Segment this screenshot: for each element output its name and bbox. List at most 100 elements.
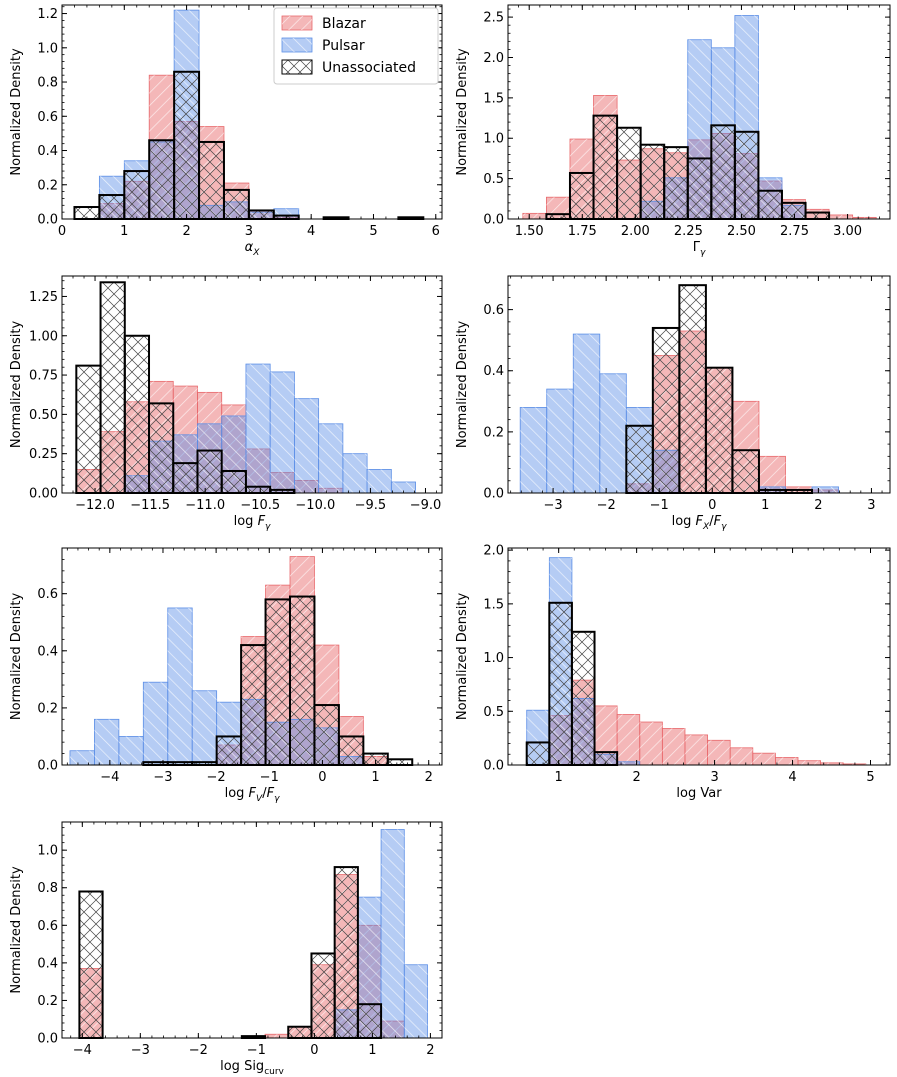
pulsar-bar-4-hatch (599, 373, 627, 493)
plot-frame (61, 547, 443, 766)
blazar-bar-9-hatch (707, 740, 731, 765)
pulsar-bar-15-hatch (404, 964, 428, 1038)
unassociated-bar-10 (733, 130, 760, 221)
unassociated-bar-3 (570, 630, 596, 766)
y-tick-label: 1.00 (29, 329, 58, 344)
y-tick-label: 0.4 (37, 644, 58, 659)
unassociated-bar-9 (710, 124, 736, 220)
unassociated-bar-12 (337, 735, 365, 767)
unassociated-bar-4 (148, 139, 176, 220)
unassociated-bar-7 (678, 284, 707, 494)
unassociated-bar-8 (240, 644, 267, 766)
y-tick-label: 0.0 (37, 213, 58, 228)
unassociated-bar-13 (804, 211, 831, 221)
x-tick-label: 5 (369, 224, 377, 239)
blazar-bar-4-hatch (594, 705, 618, 765)
series-pulsar (519, 333, 839, 494)
y-axis-label: Normalized Density (9, 866, 24, 994)
x-tick-label: 1 (371, 770, 379, 785)
ticks: −4 −3 −2 −1 0 1 2 0.0 0.2 0.4 0.6 (37, 548, 442, 785)
x-axis-label: log Sigcurv (220, 1059, 284, 1077)
y-tick-label: 1.0 (37, 41, 58, 56)
x-tick-label: 4 (307, 224, 315, 239)
x-tick-label: 0 (708, 498, 716, 513)
blazar-bar-12-hatch (775, 757, 799, 765)
y-tick-label: 0.5 (483, 172, 504, 187)
pulsar-bar-14-hatch (381, 829, 405, 1038)
x-tick-label: −9.0 (410, 498, 442, 513)
blazar-bar-7-hatch (662, 728, 685, 765)
y-tick-label: 0.4 (37, 144, 58, 159)
legend-label-pulsar: Pulsar (322, 38, 365, 54)
y-tick-label: 0.6 (37, 919, 58, 934)
x-axis-label: Γγ (693, 240, 706, 258)
x-tick-label: 1 (761, 498, 769, 513)
y-tick-label: 1.2 (37, 7, 58, 22)
blazar-bar-11-hatch (752, 753, 776, 765)
blazar-bar-9-hatch (265, 1034, 289, 1038)
pulsar-bar-1-hatch (520, 407, 547, 493)
series-unassociated (142, 595, 414, 767)
y-tick-label: 0.2 (37, 178, 58, 193)
x-tick-label: −10.5 (240, 498, 280, 513)
x-tick-label: 0 (310, 1043, 318, 1058)
panel-2: 1.50 1.75 2.00 2.25 2.50 2.75 3.00 0.0 0.5 1.0 1.5… (455, 4, 891, 258)
unassociated-bar-10 (289, 595, 316, 767)
x-tick-label: −2 (207, 770, 226, 785)
unassociated-bar-3 (568, 171, 595, 221)
plot-frame (61, 275, 443, 494)
ticks: −12.0 −11.5 −11.0 −10.5 −10.0 −9.5 −9.0 0.00 0.2… (29, 276, 442, 513)
panel-1: 0 1 2 3 4 5 6 0.0 0.2 0.4 0.6 0.8 1.0 1.2 αX Normalized… (9, 4, 443, 258)
blazar-bar-5-hatch (617, 714, 640, 765)
y-tick-label: 1.5 (483, 91, 504, 106)
x-tick-label: 2.25 (674, 224, 703, 239)
unassociated-bar-1 (75, 364, 102, 494)
unassociated-bar-6 (639, 143, 666, 220)
y-axis-label: Normalized Density (455, 593, 470, 721)
unassociated-bar-1 (78, 890, 104, 1040)
y-tick-label: 0.8 (37, 881, 58, 896)
blazar-bar-6-hatch (639, 722, 663, 765)
pulsar-bar-12-hatch (812, 486, 839, 493)
unassociated-bar-11 (757, 189, 783, 221)
legend: Blazar Pulsar Unassociated (273, 7, 439, 85)
unassociated-bar-6 (198, 140, 225, 221)
y-tick-label: 0.0 (37, 1032, 58, 1047)
x-tick-label: 2 (632, 770, 640, 785)
pulsar-bar-12-hatch (342, 453, 368, 493)
x-tick-label: 3 (710, 770, 718, 785)
y-tick-label: 0.4 (483, 364, 504, 379)
pulsar-bar-1-hatch (69, 750, 95, 765)
unassociated-bar-14 (386, 758, 414, 767)
plot-frame (61, 821, 443, 1039)
unassociated-bar-11 (313, 704, 340, 767)
unassociated-bar-4 (592, 114, 619, 220)
ticks: −4 −3 −2 −1 0 1 2 0.0 0.2 0.4 0.6 0.8 1.0 (37, 822, 442, 1058)
unassociated-bar-2 (99, 281, 126, 494)
x-axis-label: log Var (676, 786, 722, 801)
y-tick-label: 2.0 (483, 544, 504, 559)
pulsar-bar-8-hatch (245, 364, 271, 493)
unassociated-bar-6 (651, 326, 681, 494)
x-tick-label: −4 (100, 770, 119, 785)
y-tick-label: 2.5 (483, 11, 504, 26)
x-tick-label: −2 (189, 1043, 208, 1058)
unassociated-bar-7 (215, 735, 243, 767)
y-tick-label: 0.75 (29, 369, 58, 384)
pulsar-bar-3-hatch (118, 736, 144, 765)
pulsar-bar-4-hatch (143, 682, 168, 765)
ticks: −3 −2 −1 0 1 2 3 0.0 0.2 0.4 0.6 (483, 276, 890, 513)
x-tick-label: 2 (425, 770, 433, 785)
x-axis-label: αX (245, 240, 261, 258)
y-tick-label: 0.6 (37, 110, 58, 125)
pulsar-bar-5-hatch (617, 761, 640, 765)
x-tick-label: 2 (814, 498, 822, 513)
panel-5: −4 −3 −2 −1 0 1 2 0.0 0.2 0.4 0.6 log FV/Fγ Normaliz… (9, 547, 443, 804)
unassociated-bar-1 (525, 741, 551, 767)
series-unassociated (73, 70, 425, 221)
pulsar-bar-11-hatch (318, 423, 343, 493)
legend-swatch-hatch (282, 16, 312, 30)
series-unassociated (525, 601, 619, 767)
blazar-bar-14-hatch (829, 214, 853, 219)
y-tick-label: 0.00 (29, 487, 58, 502)
